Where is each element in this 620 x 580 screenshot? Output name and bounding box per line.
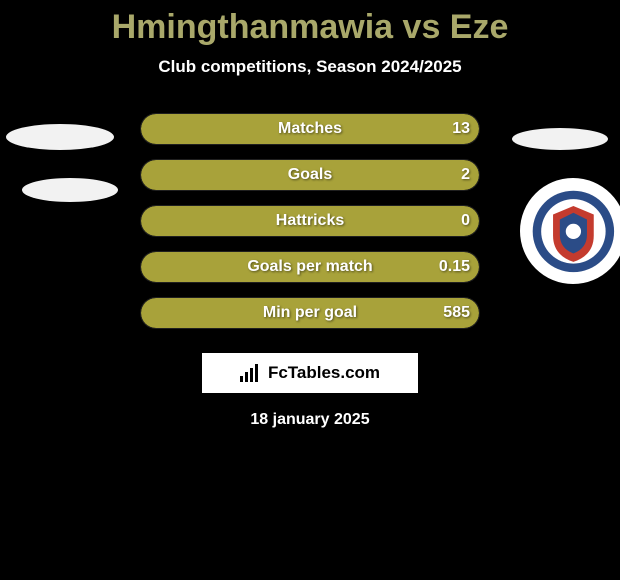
stat-label: Matches [278, 120, 342, 138]
stat-label: Min per goal [263, 304, 357, 322]
club-badge [520, 178, 620, 284]
stat-label: Goals per match [247, 258, 372, 276]
stat-label: Hattricks [276, 212, 344, 230]
player-placeholder-ellipse [6, 124, 114, 150]
stat-value: 2 [461, 166, 470, 184]
stat-value: 585 [443, 304, 470, 322]
stat-label: Goals [288, 166, 332, 184]
right-player-placeholder-top [512, 128, 608, 150]
stat-value: 0 [461, 212, 470, 230]
comparison-title: Hmingthanmawia vs Eze [0, 0, 620, 47]
stat-value: 0.15 [439, 258, 470, 276]
brand-text: FcTables.com [268, 363, 380, 383]
bar-chart-icon [240, 364, 262, 382]
brand-attribution: FcTables.com [202, 353, 418, 393]
snapshot-date: 18 january 2025 [0, 411, 620, 429]
stat-value: 13 [452, 120, 470, 138]
comparison-subtitle: Club competitions, Season 2024/2025 [0, 57, 620, 77]
club-badge-icon [531, 189, 616, 274]
stat-row: Min per goal 585 [0, 297, 620, 329]
player-placeholder-ellipse [22, 178, 118, 202]
